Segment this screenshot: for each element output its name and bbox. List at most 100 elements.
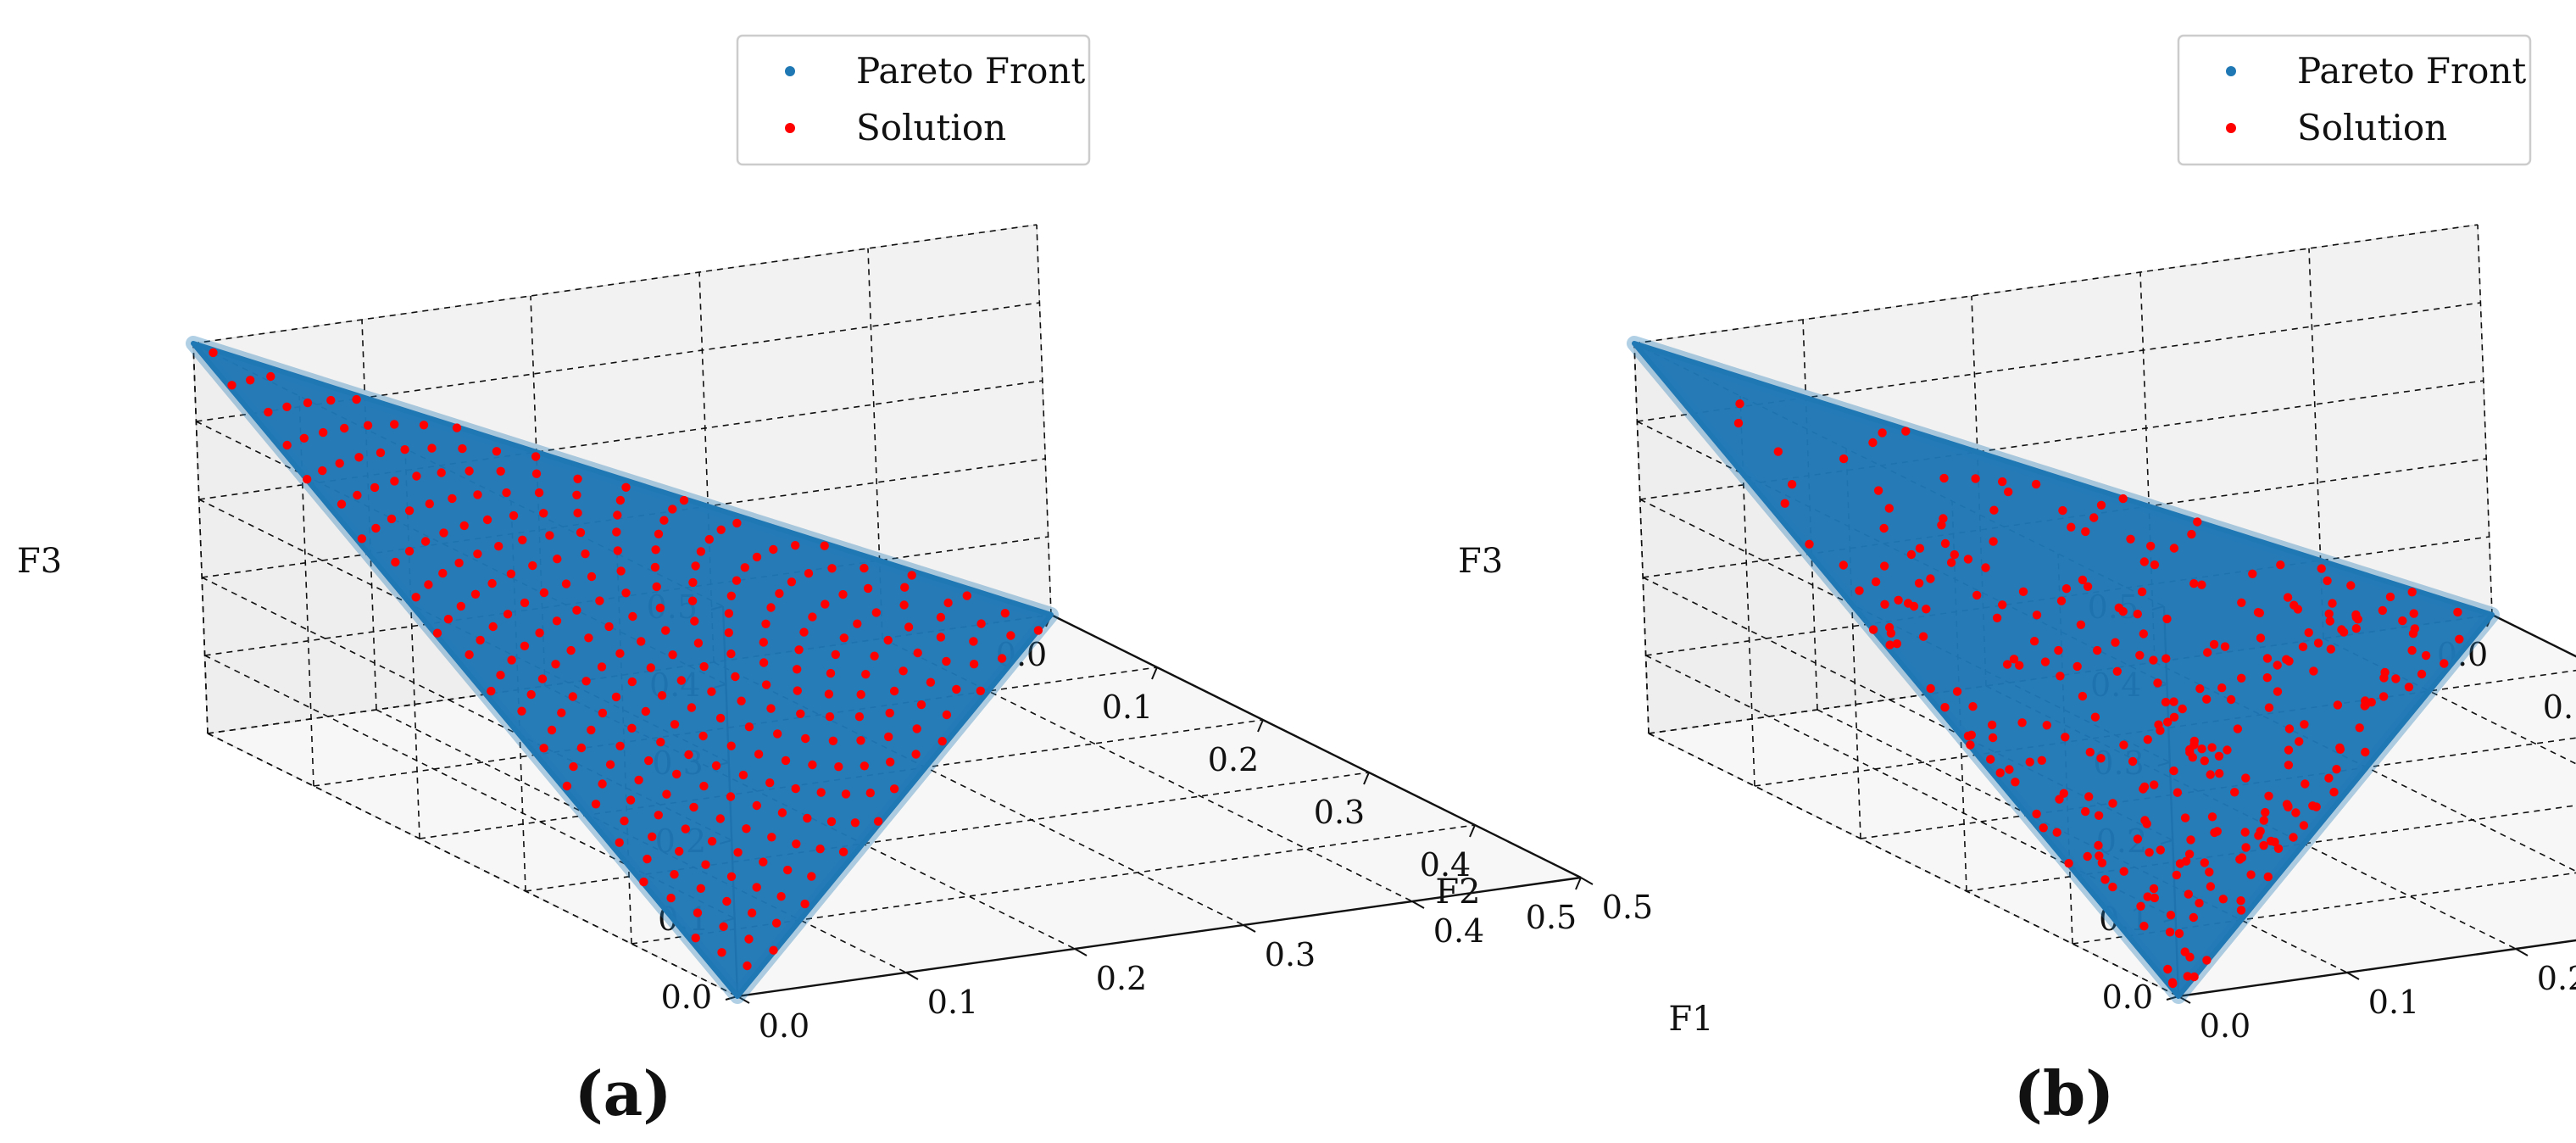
solution-point [2324, 773, 2334, 783]
solution-point [808, 760, 817, 770]
solution-point [2328, 599, 2337, 608]
solution-point [831, 650, 840, 660]
solution-point [557, 708, 566, 717]
solution-point [2237, 673, 2246, 683]
solution-point [2119, 867, 2128, 876]
solution-point [506, 569, 516, 578]
solution-point [644, 755, 654, 766]
solution-point [2112, 666, 2122, 676]
solution-point [2197, 744, 2206, 754]
f1-tick-label: 0.2 [2537, 960, 2576, 997]
solution-point [824, 689, 834, 699]
solution-point [227, 381, 236, 390]
solution-point [722, 896, 732, 906]
solution-point [562, 781, 572, 791]
f1-axis-line [2178, 939, 2576, 998]
solution-point [826, 668, 836, 678]
solution-point [899, 666, 908, 676]
solution-point [2284, 801, 2293, 811]
solution-point [2169, 697, 2178, 706]
solution-point [531, 452, 541, 461]
solution-point [352, 394, 361, 404]
grid-line [698, 271, 715, 663]
grid-line [313, 666, 1158, 787]
solution-point [2308, 801, 2317, 811]
solution-point [2052, 828, 2061, 837]
solution-point [639, 877, 648, 887]
solution-point [2291, 808, 2301, 817]
solution-point [581, 677, 591, 686]
solution-point [2061, 733, 2070, 742]
solution-point [2056, 672, 2065, 681]
solution-point [2417, 669, 2427, 679]
solution-point [615, 495, 626, 505]
solution-point [742, 824, 751, 834]
solution-point [699, 661, 709, 672]
f3-tick-label: 0.0 [2102, 979, 2153, 1016]
grid-line [631, 824, 1476, 945]
solution-point [2094, 811, 2104, 820]
solution-point [507, 655, 516, 665]
solution-point [2145, 848, 2154, 857]
solution-point [2139, 784, 2148, 794]
solution-point [773, 729, 782, 739]
solution-point [561, 579, 571, 588]
solution-point [942, 710, 952, 720]
solution-point [2407, 645, 2417, 655]
solution-point [2217, 683, 2227, 693]
solution-point [2284, 656, 2294, 666]
solution-point [518, 535, 527, 544]
panel-a: 0.00.10.20.30.40.50.00.10.20.30.40.50.00… [17, 34, 1714, 1129]
solution-point [826, 817, 837, 827]
solution-point [670, 870, 679, 879]
solution-point [2440, 659, 2449, 668]
solution-point [2189, 579, 2199, 588]
solution-point [419, 421, 429, 430]
solution-point [740, 563, 749, 572]
solution-point [691, 561, 700, 571]
solution-point [528, 560, 537, 571]
solution-point [2139, 557, 2149, 566]
solution-point [1939, 514, 1948, 523]
solution-point [2262, 673, 2272, 683]
solution-point [666, 893, 676, 903]
solution-point [699, 781, 709, 791]
legend-label: Pareto Front [2297, 50, 2526, 92]
solution-point [911, 750, 921, 759]
solution-point [2246, 870, 2256, 879]
solution-point [715, 814, 725, 823]
solution-point [459, 521, 469, 531]
solution-point [2072, 661, 2082, 672]
solution-point [2263, 872, 2273, 882]
solution-point [759, 638, 768, 647]
solution-point [765, 778, 775, 788]
legend-box [2177, 34, 2532, 166]
solution-point [587, 725, 596, 735]
solution-point [2240, 828, 2250, 837]
grid-line [1633, 343, 1650, 734]
solution-point [1884, 504, 1894, 513]
solution-point [759, 857, 768, 867]
solution-point [2295, 737, 2304, 746]
solution-point [689, 802, 698, 812]
solution-point [643, 854, 652, 864]
solution-point [2146, 541, 2156, 551]
f1-tick [2346, 972, 2360, 980]
pareto-front-surface [1632, 341, 2495, 999]
f2-tick [1257, 719, 1264, 733]
solution-point [696, 884, 705, 894]
solution-point [1033, 626, 1043, 635]
solution-point [794, 645, 804, 655]
grid-line [192, 343, 209, 734]
legend: Pareto Front Solution [2177, 34, 2532, 166]
solution-point [1839, 454, 1849, 464]
solution-point [799, 627, 809, 637]
solution-point [412, 471, 421, 481]
solution-point [899, 600, 909, 610]
solution-point [1805, 539, 1814, 549]
solution-point [827, 564, 837, 573]
solution-point [2264, 791, 2273, 800]
solution-point [391, 557, 400, 567]
solution-point [2168, 979, 2178, 989]
